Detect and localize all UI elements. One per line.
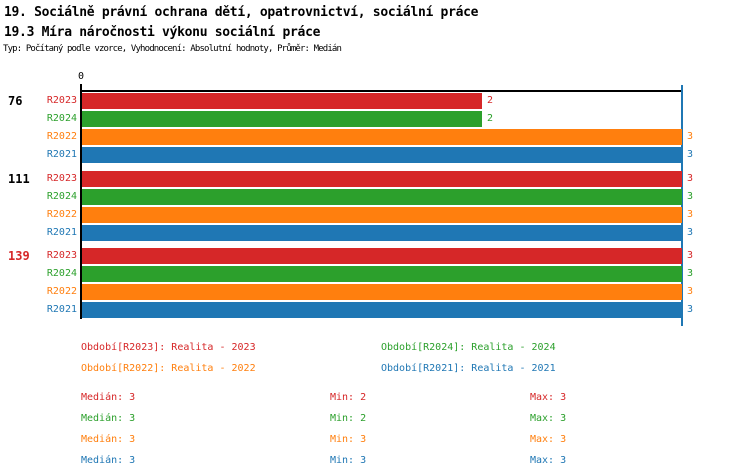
stat-max-r2021: Max: 3	[530, 455, 567, 466]
bar-row-label-r2023: R2023	[46, 172, 77, 184]
bar-row-label-r2023: R2023	[46, 250, 77, 261]
group-label: 111	[8, 171, 30, 186]
median-reference-line	[681, 85, 683, 326]
bar-value-label: 3	[687, 286, 694, 297]
stat-max-r2024: Max: 3	[530, 413, 567, 424]
stat-min-r2021: Min: 3	[330, 455, 367, 466]
y-axis-line	[80, 84, 82, 319]
bar-value-label: 2	[487, 95, 494, 106]
bar-r2022	[82, 129, 682, 145]
bar-value-label: 3	[687, 149, 694, 160]
x-axis-origin-tick-label: 0	[77, 71, 85, 82]
bar-r2023	[82, 170, 682, 187]
bar-value-label: 3	[687, 190, 694, 202]
bar-r2021	[82, 147, 682, 163]
bar-value-label: 3	[687, 208, 694, 220]
legend-item-r2021: Období[R2021]: Realita - 2021	[381, 363, 556, 374]
stat-median-r2022: Medián: 3	[81, 434, 136, 445]
bar-row-label-r2024: R2024	[46, 113, 77, 124]
stat-min-r2023: Min: 2	[330, 392, 367, 403]
bar-row-label-r2022: R2022	[46, 131, 77, 142]
bar-r2023	[82, 93, 482, 109]
bar-r2024	[82, 111, 482, 127]
bar-value-label: 3	[687, 172, 694, 184]
bar-value-label: 2	[487, 113, 494, 124]
bar-row-label-r2024: R2024	[46, 190, 77, 202]
stat-median-r2023: Medián: 3	[81, 392, 136, 403]
bar-value-label: 3	[687, 226, 694, 238]
stat-median-r2024: Medián: 3	[81, 413, 136, 424]
group-label: 139	[8, 249, 30, 263]
bar-value-label: 3	[687, 250, 694, 261]
bar-value-label: 3	[687, 304, 694, 315]
bar-r2023	[82, 248, 682, 264]
bar-row-label-r2021: R2021	[46, 304, 77, 315]
bar-value-label: 3	[687, 131, 694, 142]
bar-row-label-r2021: R2021	[46, 149, 77, 160]
indicator-title: 19.3 Míra náročnosti výkonu sociální prá…	[4, 25, 321, 40]
legend-item-r2022: Období[R2022]: Realita - 2022	[81, 363, 256, 374]
stat-max-r2023: Max: 3	[530, 392, 567, 403]
x-axis-line	[81, 90, 683, 92]
bar-value-label: 3	[687, 268, 694, 279]
legend-item-r2023: Období[R2023]: Realita - 2023	[81, 342, 256, 353]
stat-min-r2022: Min: 3	[330, 434, 367, 445]
bar-r2024	[82, 266, 682, 282]
bar-r2022	[82, 206, 682, 223]
bar-r2022	[82, 284, 682, 300]
group-label: 76	[8, 94, 23, 108]
bar-row-label-r2021: R2021	[46, 226, 77, 238]
stat-median-r2021: Medián: 3	[81, 455, 136, 466]
legend-item-r2024: Období[R2024]: Realita - 2024	[381, 342, 556, 353]
bar-row-label-r2024: R2024	[46, 268, 77, 279]
bar-r2021	[82, 224, 682, 241]
bar-chart-area: 0 76 R2023 2 R2024 2 R2022 3 R2021 3 111 R2023 3 R20…	[8, 71, 694, 326]
stat-min-r2024: Min: 2	[330, 413, 367, 424]
bar-row-label-r2023: R2023	[46, 95, 77, 106]
bar-row-label-r2022: R2022	[46, 208, 77, 220]
page-title: 19. Sociálně právní ochrana dětí, opatro…	[4, 5, 479, 20]
bar-row-label-r2022: R2022	[46, 286, 77, 297]
stat-max-r2022: Max: 3	[530, 434, 567, 445]
chart-subtitle: Typ: Počítaný podle vzorce, Vyhodnocení:…	[3, 44, 342, 54]
bar-r2021	[82, 302, 682, 318]
bar-r2024	[82, 188, 682, 205]
